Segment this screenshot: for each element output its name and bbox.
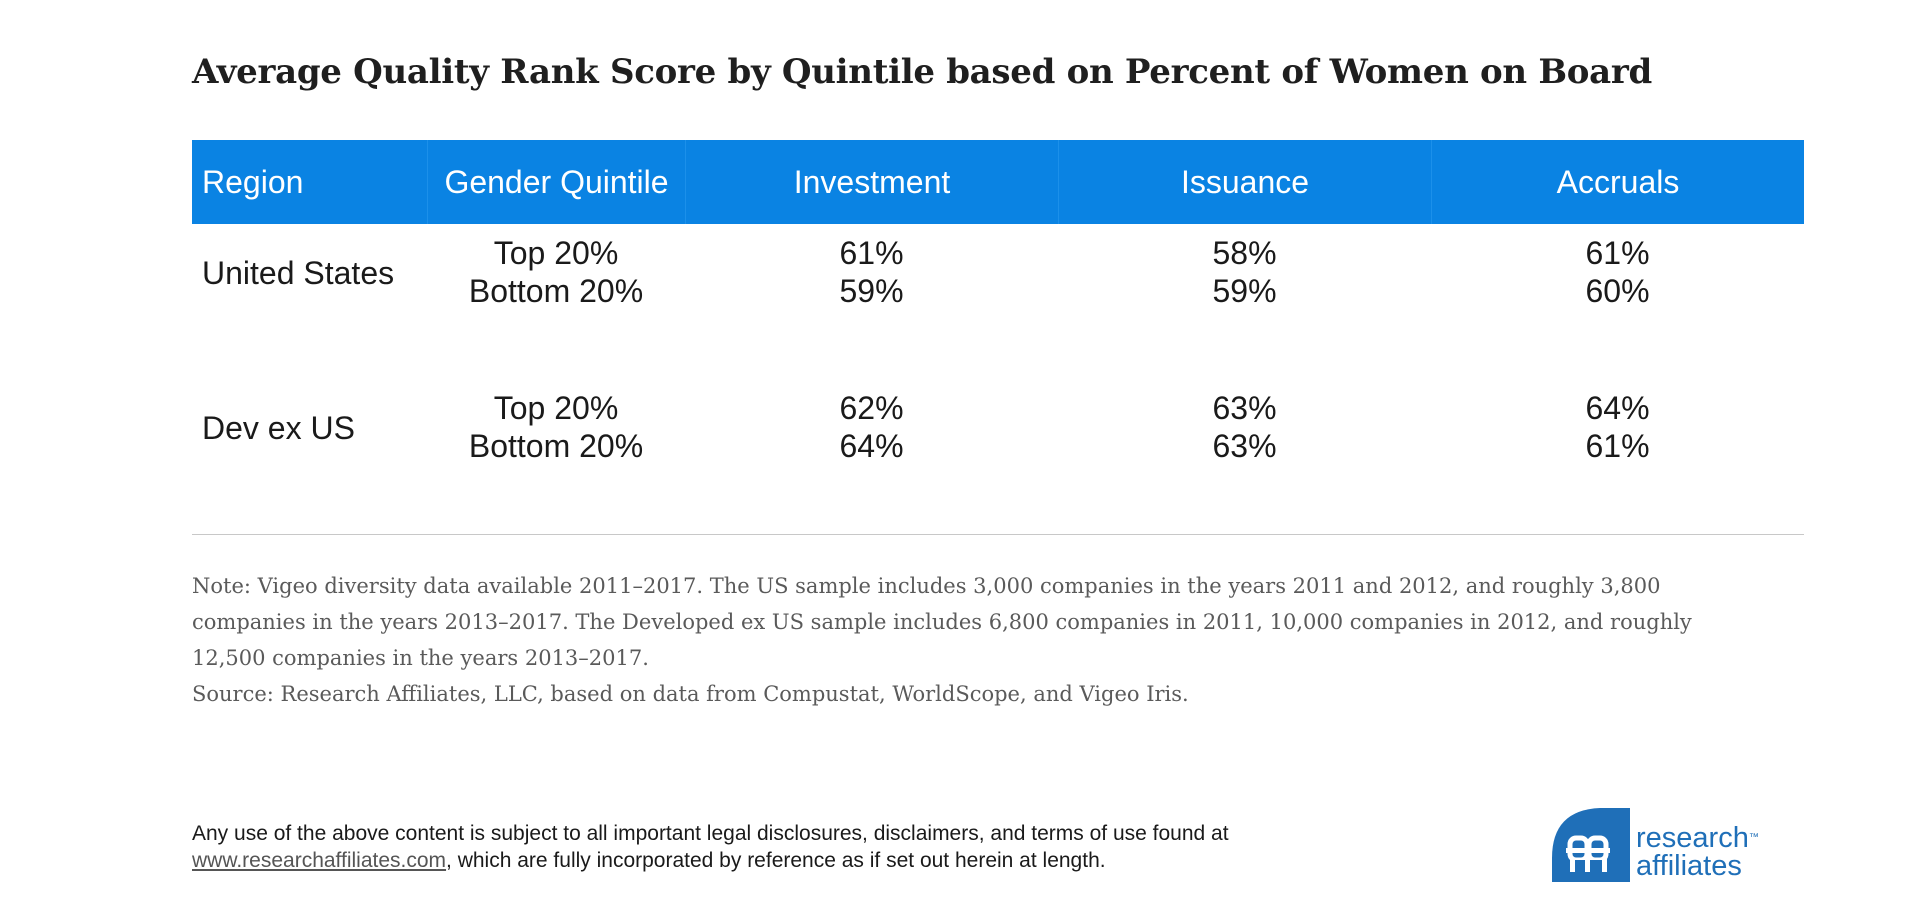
accruals-cell: 61% 60% bbox=[1431, 224, 1804, 379]
column-header-issuance: Issuance bbox=[1058, 140, 1431, 224]
investment-value: 62% bbox=[839, 390, 904, 426]
source-line: Source: Research Affiliates, LLC, based … bbox=[192, 682, 1189, 706]
note-line: 12,500 companies in the years 2013–2017. bbox=[192, 646, 649, 670]
disclaimer-line-rest: , which are fully incorporated by refere… bbox=[446, 849, 1106, 872]
table-row: United States Top 20% Bottom 20% 61% 59%… bbox=[192, 224, 1804, 379]
investment-cell: 61% 59% bbox=[685, 224, 1058, 379]
logo-line-2: affiliates bbox=[1636, 850, 1742, 882]
accruals-value: 61% bbox=[1585, 235, 1650, 271]
quintile-cell: Top 20% Bottom 20% bbox=[427, 224, 685, 379]
quintile-cell: Top 20% Bottom 20% bbox=[427, 379, 685, 534]
region-cell: United States bbox=[192, 224, 427, 379]
investment-value: 64% bbox=[839, 428, 904, 464]
column-header-accruals: Accruals bbox=[1431, 140, 1804, 224]
region-label: Dev ex US bbox=[202, 410, 355, 446]
chart-title: Average Quality Rank Score by Quintile b… bbox=[192, 52, 1652, 92]
table-body: United States Top 20% Bottom 20% 61% 59%… bbox=[192, 224, 1804, 535]
logo-trademark: ™ bbox=[1748, 832, 1759, 843]
accruals-value: 64% bbox=[1585, 390, 1650, 426]
accruals-cell: 64% 61% bbox=[1431, 379, 1804, 534]
region-cell: Dev ex US bbox=[192, 379, 427, 534]
logo-line-1: research bbox=[1636, 822, 1749, 854]
column-header-gender-quintile: Gender Quintile bbox=[427, 140, 685, 224]
investment-cell: 62% 64% bbox=[685, 379, 1058, 534]
logo-wordmark: research™ affiliates bbox=[1636, 824, 1759, 882]
chart-note: Note: Vigeo diversity data available 201… bbox=[192, 568, 1752, 712]
issuance-cell: 63% 63% bbox=[1058, 379, 1431, 534]
issuance-value: 63% bbox=[1212, 428, 1277, 464]
table-header: Region Gender Quintile Investment Issuan… bbox=[192, 140, 1804, 224]
issuance-value: 58% bbox=[1212, 235, 1277, 271]
logo-mark-icon bbox=[1552, 808, 1630, 882]
issuance-cell: 58% 59% bbox=[1058, 224, 1431, 379]
accruals-value: 60% bbox=[1585, 273, 1650, 309]
investment-value: 59% bbox=[839, 273, 904, 309]
column-header-investment: Investment bbox=[685, 140, 1058, 224]
website-link[interactable]: www.researchaffiliates.com bbox=[192, 849, 447, 872]
column-header-region: Region bbox=[202, 163, 304, 200]
quality-rank-table: Region Gender Quintile Investment Issuan… bbox=[192, 140, 1804, 535]
issuance-value: 59% bbox=[1212, 273, 1277, 309]
research-affiliates-logo: research™ affiliates bbox=[1552, 806, 1782, 882]
table-row: Dev ex US Top 20% Bottom 20% 62% 64% 63%… bbox=[192, 379, 1804, 534]
investment-value: 61% bbox=[839, 235, 904, 271]
accruals-value: 61% bbox=[1585, 428, 1650, 464]
issuance-value: 63% bbox=[1212, 390, 1277, 426]
note-line: companies in the years 2013–2017. The De… bbox=[192, 610, 1692, 634]
region-label: United States bbox=[202, 255, 395, 291]
legal-disclaimer: Any use of the above content is subject … bbox=[192, 820, 1229, 874]
disclaimer-line: Any use of the above content is subject … bbox=[192, 822, 1229, 845]
quintile-label: Bottom 20% bbox=[468, 428, 644, 464]
disclaimer-line-2: www.researchaffiliates.com, which are fu… bbox=[192, 847, 1229, 874]
quintile-label: Bottom 20% bbox=[468, 273, 644, 309]
quintile-label: Top 20% bbox=[493, 390, 619, 426]
note-line: Note: Vigeo diversity data available 201… bbox=[192, 574, 1661, 598]
quintile-label: Top 20% bbox=[493, 235, 619, 271]
